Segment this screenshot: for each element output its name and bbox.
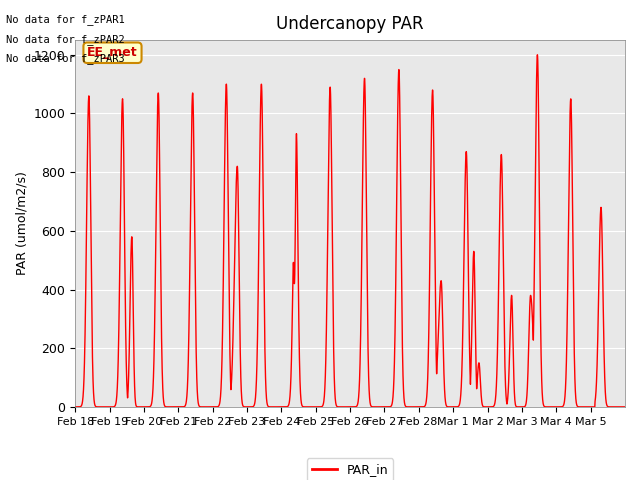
- Y-axis label: PAR (umol/m2/s): PAR (umol/m2/s): [15, 171, 28, 276]
- Text: No data for f_zPAR3: No data for f_zPAR3: [6, 53, 125, 64]
- Text: No data for f_zPAR1: No data for f_zPAR1: [6, 14, 125, 25]
- Text: EE_met: EE_met: [87, 46, 138, 59]
- Title: Undercanopy PAR: Undercanopy PAR: [276, 15, 424, 33]
- Text: No data for f_zPAR2: No data for f_zPAR2: [6, 34, 125, 45]
- Legend: PAR_in: PAR_in: [307, 458, 394, 480]
